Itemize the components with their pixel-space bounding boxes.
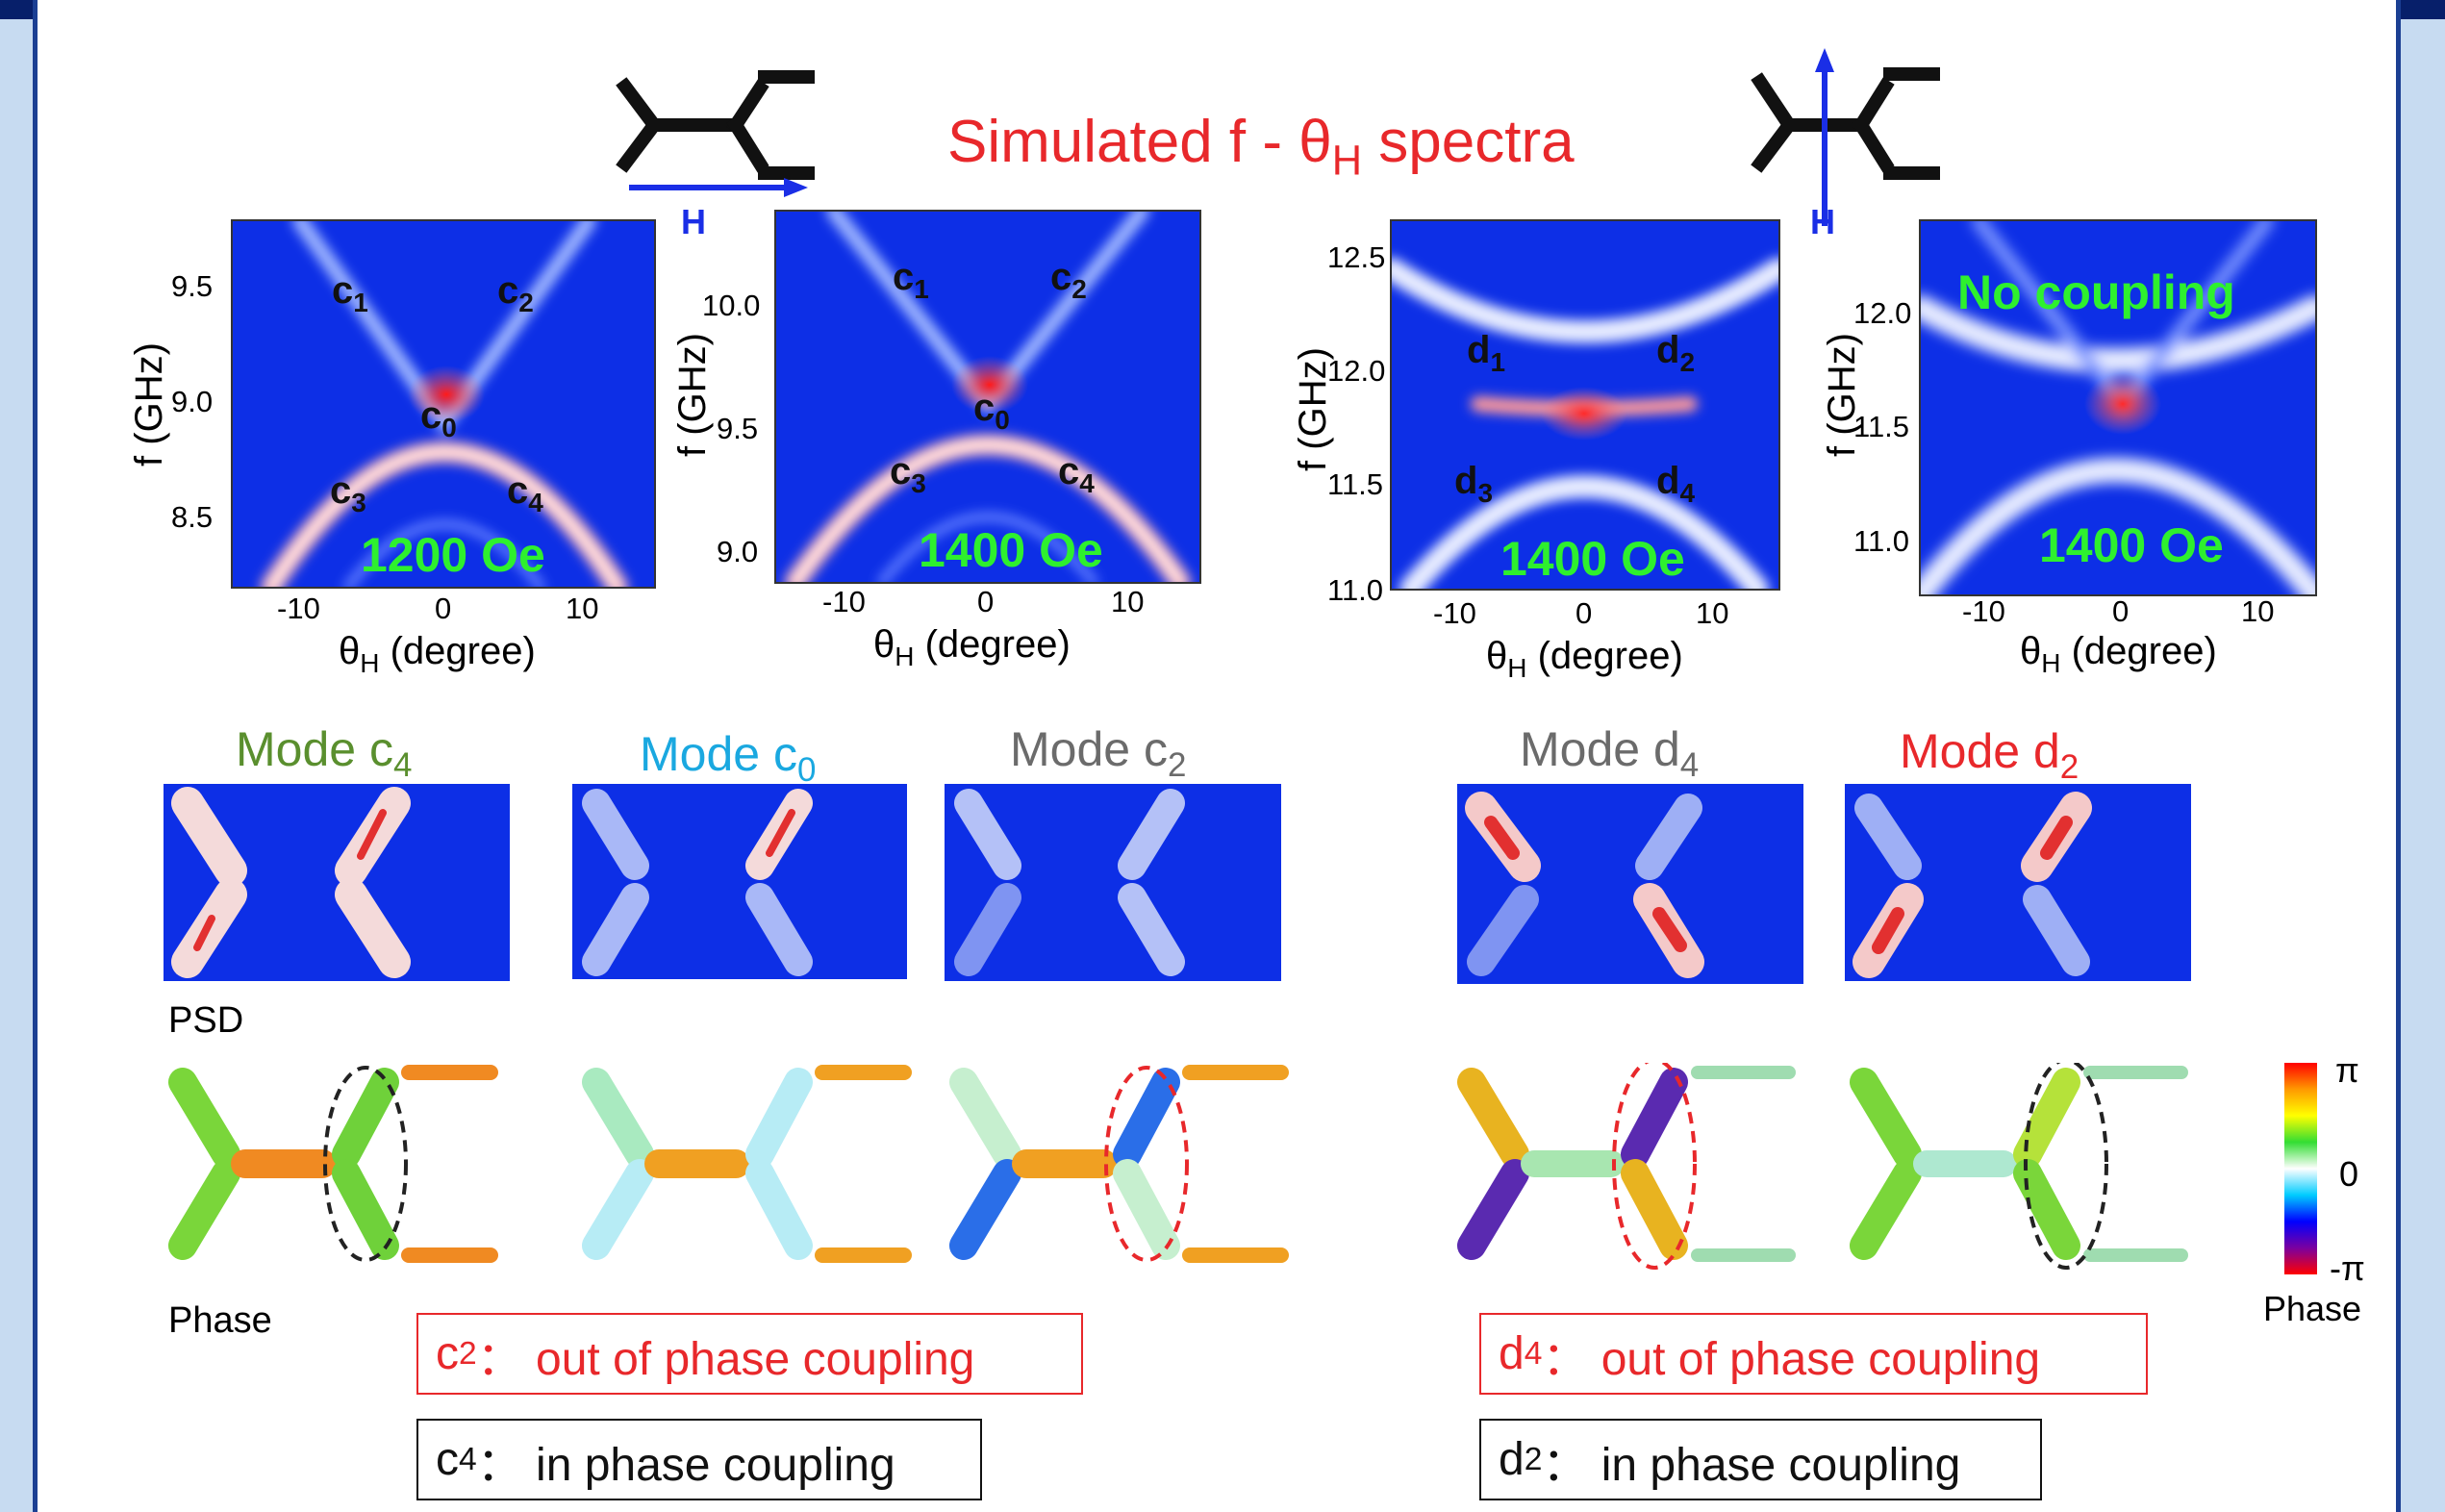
field-value: 1400 Oe [2039, 518, 2224, 572]
phase-colorbar [2284, 1063, 2317, 1274]
psd-map-d4 [1457, 784, 1803, 984]
x-tick: 10 [1111, 585, 1145, 618]
mode-label: d3 [1454, 460, 1494, 508]
spectrum-panel-3 [1390, 219, 1780, 591]
colorbar-bottom-label: -π [2330, 1248, 2365, 1288]
geometry-schematic-horizontal-field [616, 70, 815, 197]
y-tick: 9.0 [171, 385, 214, 418]
annotation-c2-out-of-phase: c 2： out of phase coupling [416, 1313, 1083, 1395]
x-tick: 10 [2241, 594, 2275, 628]
mode-label: c0 [973, 387, 1010, 435]
field-value: 1400 Oe [919, 523, 1103, 577]
psd-map-c2 [945, 784, 1281, 981]
mode-label: d4 [1656, 460, 1696, 508]
x-tick: -10 [822, 585, 866, 618]
y-tick: 9.5 [717, 412, 759, 445]
mode-label: c0 [420, 394, 457, 442]
spectrum-panel-2 [774, 210, 1201, 584]
mode-label: c1 [893, 256, 929, 304]
x-tick: -10 [1433, 596, 1476, 630]
field-direction-label-vertical: H [1810, 202, 1835, 241]
x-tick: -10 [1962, 594, 2005, 628]
colorbar-title: Phase [2263, 1289, 2362, 1328]
y-tick: 12.0 [1327, 354, 1386, 388]
x-tick: 0 [977, 585, 995, 618]
y-tick: 12.0 [1853, 296, 1912, 330]
y-tick: 11.5 [1327, 467, 1384, 501]
mode-title-c2: Mode c2 [1010, 722, 1187, 784]
x-tick: 0 [1575, 596, 1593, 630]
x-tick: -10 [277, 592, 320, 625]
psd-map-d2 [1845, 784, 2191, 981]
mode-title-c4: Mode c4 [236, 722, 413, 784]
phase-map-c0 [582, 1065, 912, 1263]
mode-label: d1 [1467, 329, 1506, 377]
mode-label: c3 [890, 450, 926, 498]
field-value: 1400 Oe [1500, 532, 1685, 586]
y-tick: 8.5 [171, 500, 214, 534]
figure-title: Simulated f - θH spectra [947, 109, 1575, 185]
annotation-d4-out-of-phase: d 4： out of phase coupling [1479, 1313, 2148, 1395]
y-tick: 9.0 [717, 535, 759, 568]
phase-map-c4 [168, 1065, 498, 1263]
y-tick: 11.5 [1853, 410, 1910, 443]
x-tick: 0 [435, 592, 452, 625]
mode-label: c2 [1050, 256, 1087, 304]
spectrum-panel-4 [1919, 219, 2317, 596]
mode-label: c3 [330, 469, 366, 517]
phase-row-label: Phase [168, 1300, 272, 1341]
y-tick: 9.5 [171, 269, 214, 303]
x-tick: 10 [566, 592, 599, 625]
y-tick: 10.0 [702, 289, 761, 322]
mode-label: d2 [1656, 329, 1696, 377]
x-tick: 0 [2112, 594, 2130, 628]
field-value: 1200 Oe [361, 528, 545, 582]
mode-title-d4: Mode d4 [1520, 722, 1700, 784]
x-axis-label: θH (degree) [339, 630, 536, 678]
no-coupling-note: No coupling [1957, 265, 2235, 319]
phase-map-c2 [949, 1065, 1289, 1263]
x-axis-label: θH (degree) [1486, 635, 1683, 683]
geometry-schematic-vertical-field [1751, 48, 1940, 226]
y-axis-label: f (GHz) [127, 341, 170, 466]
mode-title-c0: Mode c0 [640, 727, 817, 789]
psd-map-c0 [572, 784, 907, 979]
mode-label: c4 [507, 469, 543, 517]
colorbar-top-label: π [2335, 1050, 2359, 1090]
x-axis-label: θH (degree) [873, 623, 1071, 671]
spectrum-panel-1 [231, 219, 656, 589]
phase-map-d2 [1850, 1063, 2188, 1270]
mode-label: c2 [497, 269, 534, 317]
y-tick: 11.0 [1853, 524, 1910, 558]
x-tick: 10 [1696, 596, 1729, 630]
y-tick: 12.5 [1327, 240, 1386, 274]
mode-title-d2: Mode d2 [1900, 724, 2080, 786]
psd-map-c4 [164, 784, 510, 981]
psd-row-label: PSD [168, 1000, 244, 1041]
x-axis-label: θH (degree) [2020, 630, 2217, 678]
phase-map-d4 [1457, 1063, 1796, 1270]
mode-label: c4 [1058, 450, 1095, 498]
field-direction-label-horizontal: H [681, 202, 706, 241]
mode-label: c1 [332, 269, 368, 317]
y-tick: 11.0 [1327, 573, 1384, 607]
colorbar-mid-label: 0 [2339, 1154, 2359, 1194]
